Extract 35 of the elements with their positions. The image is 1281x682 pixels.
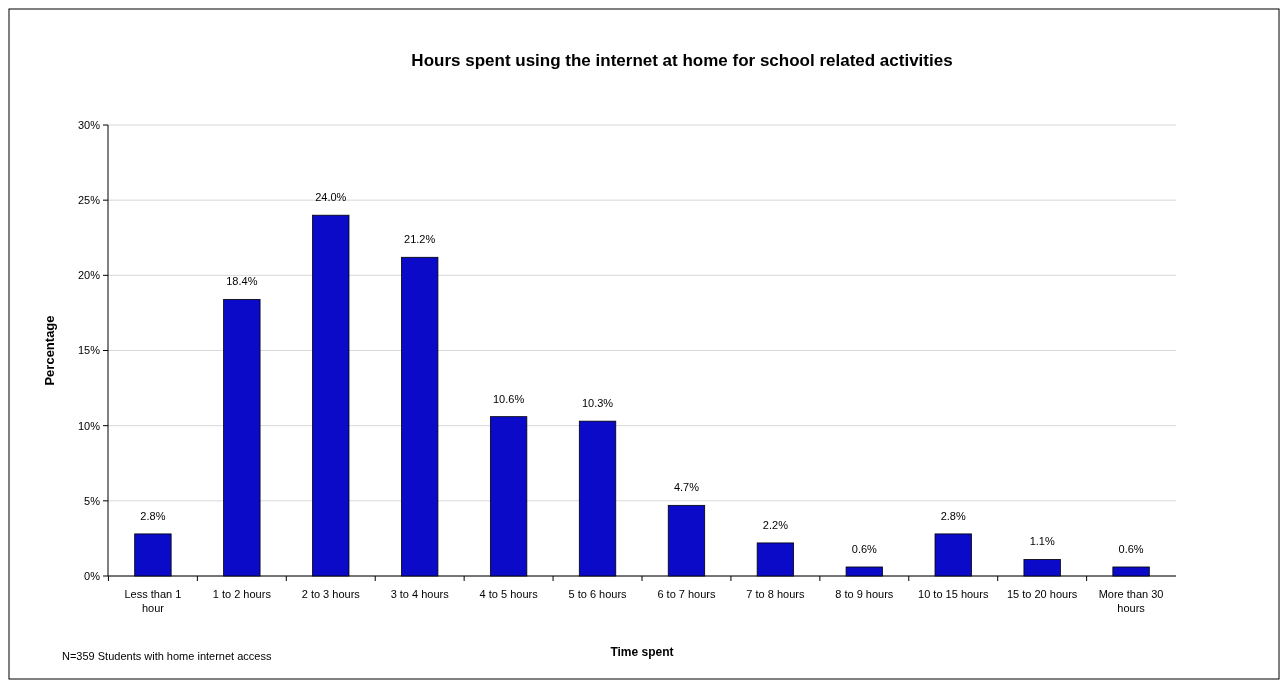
chart-title: Hours spent using the internet at home for school related activities: [411, 51, 953, 70]
data-label: 4.7%: [673, 481, 700, 494]
y-tick-label: 5%: [84, 494, 101, 507]
x-tick-label: 15 to 20 hours: [1006, 588, 1078, 600]
data-label: 10.6%: [493, 392, 525, 405]
data-label: 2.8%: [140, 509, 166, 522]
x-tick-label: 10 to 15 hours: [918, 588, 989, 600]
data-label: 0.6%: [851, 542, 878, 555]
x-tick-label: More than 30 hours: [1098, 588, 1164, 614]
y-tick-label: 10%: [77, 419, 101, 432]
y-axis-title: Percentage: [42, 315, 57, 386]
x-tick-label: Less than 1 hour: [124, 588, 182, 614]
y-tick-label: 30%: [77, 118, 101, 131]
y-tick-label: 0%: [84, 569, 101, 582]
y-tick-label: 25%: [77, 194, 101, 207]
data-label: 21.2%: [404, 233, 436, 246]
x-axis-title: Time spent: [610, 645, 674, 659]
x-tick-label: 6 to 7 hours: [657, 588, 717, 600]
data-label: 18.4%: [226, 275, 258, 288]
x-tick-label: 2 to 3 hours: [301, 588, 361, 600]
text: N=359 Students with home internet access: [62, 650, 272, 662]
x-tick-label: 8 to 9 hours: [835, 588, 894, 600]
x-tick-label: 4 to 5 hours: [479, 588, 539, 600]
x-tick-label: 7 to 8 hours: [746, 588, 805, 600]
data-label: 0.6%: [1118, 542, 1144, 555]
x-tick-label: 5 to 6 hours: [568, 588, 628, 600]
y-tick-label: 20%: [77, 269, 101, 282]
data-label: 1.1%: [1029, 535, 1055, 548]
data-label: 2.8%: [940, 509, 966, 522]
y-tick-label: 15%: [77, 344, 101, 357]
data-label: 10.3%: [581, 397, 614, 410]
data-label: 24.0%: [315, 191, 347, 204]
x-tick-label: 3 to 4 hours: [390, 588, 450, 600]
data-label: 2.2%: [762, 518, 789, 531]
x-tick-label: 1 to 2 hours: [212, 588, 272, 600]
